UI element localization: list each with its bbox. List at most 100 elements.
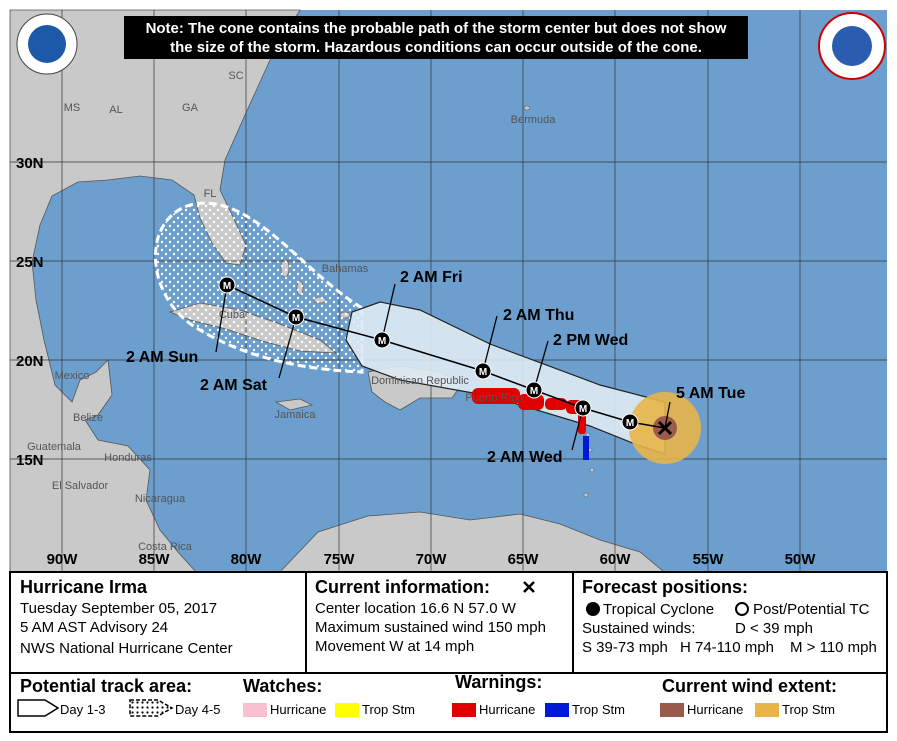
forecast-legend: S 39-73 mph xyxy=(582,639,668,656)
forecast-point xyxy=(287,308,305,326)
label-leader xyxy=(482,315,498,372)
warning-legend: Trop Stm xyxy=(572,702,625,717)
hurricane-warning-swatch xyxy=(452,703,476,717)
storm-name: Hurricane Irma xyxy=(20,577,148,597)
tc-dot xyxy=(586,602,600,616)
intensity-letter: M xyxy=(292,313,300,324)
label-leader xyxy=(664,401,671,429)
place-label: AL xyxy=(109,104,122,116)
lon-label: 85W xyxy=(139,551,171,568)
track-legend: Day 4-5 xyxy=(175,702,221,717)
lon-label: 75W xyxy=(324,551,356,568)
lon-label: 60W xyxy=(600,551,632,568)
storm-info: 5 AM AST Advisory 24 xyxy=(20,619,168,636)
watches-title: Watches: xyxy=(243,676,322,696)
wind-legend: Trop Stm xyxy=(782,702,835,717)
trop-storm-warning xyxy=(583,436,589,460)
current-line: Maximum sustained wind 150 mph xyxy=(315,619,546,636)
place-label: Mexico xyxy=(55,370,90,382)
legend-panel: Hurricane Irma Tuesday September 05, 201… xyxy=(9,571,888,733)
place-label: Belize xyxy=(73,412,103,424)
lon-label: 50W xyxy=(785,551,817,568)
cone-day-4-5 xyxy=(154,201,364,374)
warnings-title: Warnings: xyxy=(455,672,542,692)
ptc-dot xyxy=(735,602,749,616)
place-label: Guatemala xyxy=(27,441,82,453)
forecast-point xyxy=(474,362,492,380)
label-leader xyxy=(215,284,228,353)
forecast-label: 2 PM Wed xyxy=(553,332,628,349)
lon-label: 65W xyxy=(508,551,540,568)
intensity-letter: M xyxy=(223,281,231,292)
wind-title: Current wind extent: xyxy=(662,676,837,696)
current-x-icon xyxy=(523,581,535,593)
place-label: Jamaica xyxy=(275,409,317,421)
forecast-point xyxy=(525,381,543,399)
current-title: Current information: xyxy=(315,577,490,597)
forecast-legend: H 74-110 mph xyxy=(680,639,774,656)
hurricane-wind-swatch xyxy=(660,703,684,717)
trop-wind-swatch xyxy=(755,703,779,717)
intensity-letter: M xyxy=(479,367,487,378)
intensity-letter: M xyxy=(626,418,634,429)
lon-label: 55W xyxy=(693,551,725,568)
forecast-label: 2 AM Wed xyxy=(487,449,563,466)
lat-label: 15N xyxy=(16,452,44,469)
place-label: Honduras xyxy=(104,452,152,464)
map-labels: 30N 25N 20N 15N 90W 85W 80W 75W 70W 65W 60W 55W 50W S… xyxy=(16,70,816,568)
place-label: Puerto Rico xyxy=(465,392,522,404)
place-label: GA xyxy=(182,102,199,114)
lat-label: 25N xyxy=(16,254,44,271)
forecast-legend: D < 39 mph xyxy=(735,620,813,637)
place-label: FL xyxy=(204,188,217,200)
lat-label: 30N xyxy=(16,155,44,172)
storm-info: NWS National Hurricane Center xyxy=(20,640,233,657)
forecast-legend: Tropical Cyclone xyxy=(603,601,714,618)
lon-label: 80W xyxy=(231,551,263,568)
hurricane-watch-swatch xyxy=(243,703,267,717)
place-label: Bahamas xyxy=(322,263,369,275)
note-line: Note: The cone contains the probable pat… xyxy=(146,20,727,37)
place-label: Nicaragua xyxy=(135,493,186,505)
note-line: the size of the storm. Hazardous conditi… xyxy=(170,39,702,56)
map: Note: The cone contains the probable pat… xyxy=(9,9,887,573)
lon-label: 90W xyxy=(47,551,79,568)
forecast-label: 2 AM Sun xyxy=(126,349,198,366)
trop-watch-swatch xyxy=(335,703,359,717)
forecast-point xyxy=(218,276,236,294)
lat-label: 20N xyxy=(16,353,44,370)
forecast-legend: M > 110 mph xyxy=(790,639,877,656)
label-leader xyxy=(278,316,297,379)
current-line: Center location 16.6 N 57.0 W xyxy=(315,600,517,617)
storm-info: Tuesday September 05, 2017 xyxy=(20,600,217,617)
forecast-point xyxy=(574,399,592,417)
forecast-legend: Sustained winds: xyxy=(582,620,695,637)
place-label: Costa Rica xyxy=(138,541,193,553)
place-label: Bermuda xyxy=(511,114,557,126)
forecast-label: 2 AM Sat xyxy=(200,377,268,394)
intensity-letter: M xyxy=(378,336,386,347)
forecast-label: 2 AM Thu xyxy=(503,307,574,324)
intensity-letter: M xyxy=(579,404,587,415)
place-label: Cuba xyxy=(219,309,246,321)
place-label: El Salvador xyxy=(52,480,109,492)
wind-legend: Hurricane xyxy=(687,702,743,717)
logos xyxy=(16,12,886,80)
watch-legend: Trop Stm xyxy=(362,702,415,717)
forecast-point xyxy=(373,331,391,349)
label-leader xyxy=(381,283,396,341)
forecast-point xyxy=(621,413,639,431)
warning-legend: Hurricane xyxy=(479,702,535,717)
lon-label: 70W xyxy=(416,551,448,568)
south-america-land xyxy=(279,511,666,573)
track-title: Potential track area: xyxy=(20,676,192,696)
forecast-label: 5 AM Tue xyxy=(676,385,745,402)
place-label: Dominican Republic xyxy=(371,375,469,387)
forecast-title: Forecast positions: xyxy=(582,577,748,597)
note-box xyxy=(124,16,748,59)
place-label: MS xyxy=(64,102,81,114)
current-line: Movement W at 14 mph xyxy=(315,638,474,655)
jamaica-land xyxy=(274,398,314,411)
intensity-letter: M xyxy=(530,386,538,397)
